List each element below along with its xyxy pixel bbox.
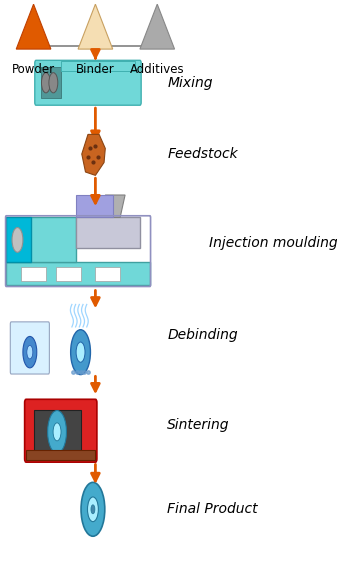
- Text: Feedstock: Feedstock: [167, 147, 238, 161]
- Circle shape: [53, 423, 61, 441]
- Polygon shape: [78, 4, 113, 49]
- Text: Powder: Powder: [12, 63, 55, 76]
- Circle shape: [12, 227, 23, 252]
- FancyBboxPatch shape: [10, 322, 50, 374]
- Bar: [6, 218, 75, 262]
- Bar: [21, 267, 46, 281]
- Polygon shape: [140, 4, 175, 49]
- Text: Injection moulding: Injection moulding: [209, 236, 337, 250]
- Circle shape: [49, 73, 58, 93]
- Wedge shape: [48, 411, 66, 453]
- Polygon shape: [16, 4, 51, 49]
- Polygon shape: [82, 134, 105, 175]
- Wedge shape: [23, 337, 37, 368]
- Bar: [75, 218, 140, 248]
- Polygon shape: [105, 195, 125, 218]
- FancyBboxPatch shape: [35, 60, 141, 105]
- Circle shape: [76, 342, 85, 362]
- Bar: [26, 450, 95, 460]
- Text: Debinding: Debinding: [167, 328, 238, 342]
- Text: Sintering: Sintering: [167, 418, 229, 432]
- Text: Mixing: Mixing: [167, 76, 213, 90]
- Circle shape: [41, 73, 50, 93]
- Wedge shape: [81, 482, 105, 536]
- Wedge shape: [71, 330, 90, 374]
- Bar: [56, 267, 81, 281]
- Bar: [95, 267, 120, 281]
- Bar: [61, 61, 135, 71]
- Circle shape: [91, 505, 95, 514]
- Bar: [41, 67, 61, 99]
- Bar: [6, 218, 31, 262]
- Text: Additives: Additives: [130, 63, 185, 76]
- Bar: [75, 195, 113, 218]
- Circle shape: [88, 497, 98, 522]
- Bar: [6, 262, 150, 285]
- Bar: [34, 410, 81, 452]
- Text: Binder: Binder: [76, 63, 115, 76]
- Circle shape: [27, 345, 33, 359]
- FancyBboxPatch shape: [25, 399, 97, 462]
- Text: Final Product: Final Product: [167, 503, 258, 516]
